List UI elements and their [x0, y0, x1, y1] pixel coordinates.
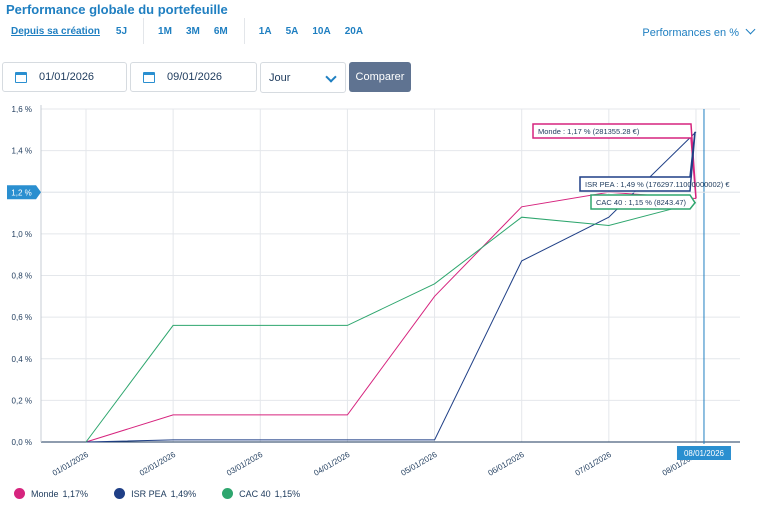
compare-button[interactable]: Comparer [349, 62, 411, 92]
cursor-y-label: 1,2 % [11, 188, 31, 197]
y-tick-label: 1,4 % [12, 147, 32, 156]
performance-mode-label: Performances en % [642, 27, 739, 39]
divider [243, 18, 245, 44]
legend-value: 1,49% [170, 488, 197, 499]
legend-label: ISR PEA [131, 488, 167, 499]
y-tick-label: 0,6 % [12, 313, 32, 322]
cursor-y-arrow [36, 185, 41, 200]
x-tick-label: 01/01/2026 [51, 450, 91, 478]
chart-legend: Monde 1,17% ISR PEA 1,49% CAC 40 1,15% [14, 488, 326, 499]
legend-dot [114, 488, 126, 499]
performance-mode-select[interactable]: Performances en % [642, 24, 756, 39]
period-20y[interactable]: 20A [344, 25, 364, 37]
period-5d[interactable]: 5J [115, 25, 128, 37]
tooltip-text: CAC 40 : 1,15 % (8243.47) [596, 198, 687, 207]
period-10y[interactable]: 10A [312, 25, 331, 37]
legend-dot [14, 488, 25, 499]
page-title: Performance globale du portefeuille [6, 2, 228, 17]
y-tick-label: 0,2 % [12, 396, 32, 405]
cursor-y-badge [7, 185, 36, 200]
tooltip-box [590, 194, 696, 210]
tooltip-box [532, 123, 697, 199]
granularity-value: Jour [269, 71, 291, 84]
performance-chart: 0,0 % 0,2 % 0,4 % 0,6 % 0,8 % 1,0 % 1,2 % 1,4 %… [7, 105, 740, 478]
divider [143, 18, 145, 44]
x-tick-label: 06/01/2026 [487, 450, 527, 478]
cursor-x-label: 08/01/2026 [684, 449, 725, 458]
tooltip-text: ISR PEA : 1,49 % (176297.11000000002) € [585, 180, 730, 189]
period-since-creation[interactable]: Depuis sa création [11, 25, 100, 37]
tooltip-box [579, 131, 696, 192]
y-tick-label: 1,0 % [12, 230, 32, 239]
period-5y[interactable]: 5A [285, 25, 299, 37]
x-tick-label: 07/01/2026 [574, 450, 614, 478]
legend-label: CAC 40 [239, 488, 271, 499]
legend-value: 1,17% [62, 488, 89, 499]
y-tick-label: 1,6 % [12, 105, 32, 114]
period-1m[interactable]: 1M [158, 25, 172, 37]
start-date-field[interactable]: 01/01/2026 [2, 62, 127, 92]
x-tick-label: 05/01/2026 [399, 450, 439, 478]
period-1y[interactable]: 1A [258, 25, 272, 37]
y-tick-label: 0,0 % [12, 438, 32, 447]
tooltip-text: Monde : 1,17 % (281355.28 €) [538, 127, 640, 136]
x-tick-label: 03/01/2026 [225, 450, 265, 478]
legend-label: Monde [31, 488, 59, 499]
granularity-select[interactable]: Jour [260, 62, 346, 93]
calendar-icon [15, 71, 27, 83]
period-6m[interactable]: 6M [213, 25, 228, 37]
x-tick-label: 02/01/2026 [138, 450, 178, 478]
legend-item-isr-pea[interactable]: ISR PEA 1,49% [114, 488, 196, 499]
period-selector: Depuis sa création 5J 1M 3M 6M 1A 5A 10A… [0, 18, 379, 44]
legend-value: 1,15% [274, 488, 301, 499]
legend-dot [222, 488, 234, 499]
end-date-field[interactable]: 09/01/2026 [130, 62, 257, 92]
cursor-x-badge [676, 446, 731, 460]
legend-item-cac-40[interactable]: CAC 40 1,15% [222, 488, 300, 499]
x-tick-label: 04/01/2026 [312, 450, 352, 478]
y-tick-label: 0,8 % [12, 272, 32, 281]
period-3m[interactable]: 3M [185, 25, 200, 37]
calendar-icon [143, 71, 155, 83]
start-date-value: 01/01/2026 [39, 71, 95, 83]
series-line-cac-40 [85, 202, 697, 443]
y-tick-label: 0,4 % [12, 355, 32, 364]
legend-item-monde[interactable]: Monde 1,17% [14, 488, 88, 499]
end-date-value: 09/01/2026 [167, 71, 223, 83]
